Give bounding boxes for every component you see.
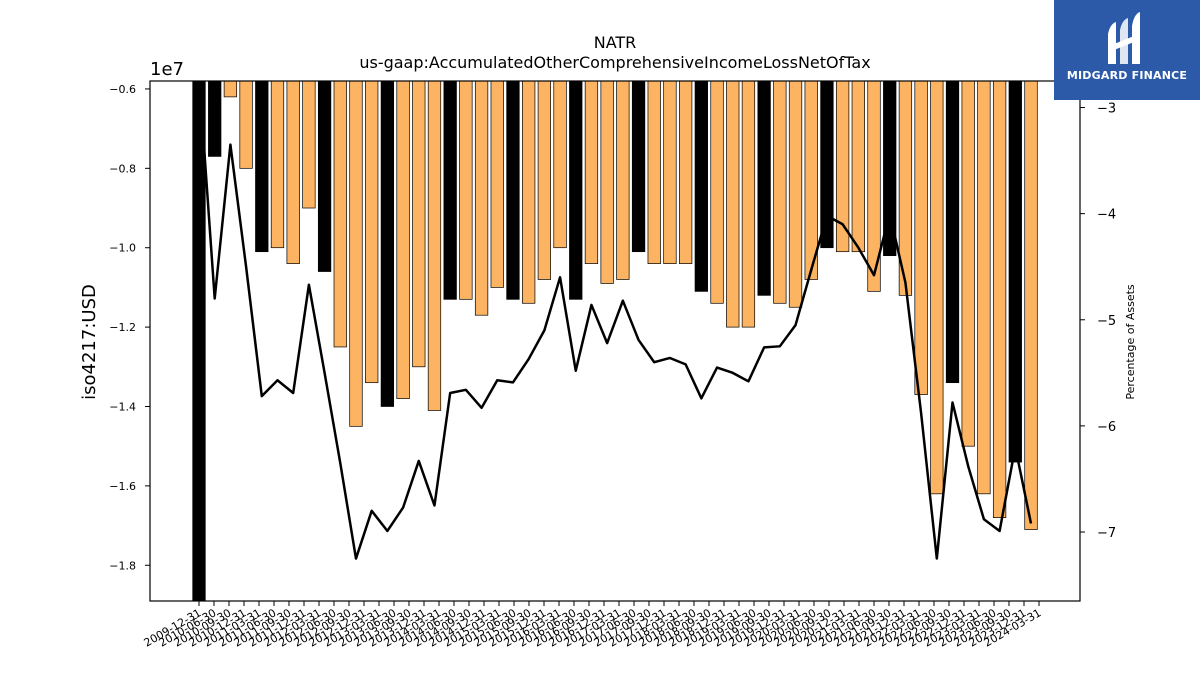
bar: [239, 80, 253, 169]
bar: [977, 80, 991, 495]
bar: [663, 80, 677, 264]
bar: [223, 80, 238, 98]
bar: [333, 80, 347, 348]
bar: [961, 80, 975, 447]
y-tick-label: −0.6: [109, 83, 136, 96]
bar: [286, 80, 300, 264]
bar: [1008, 80, 1022, 463]
bar: [569, 80, 583, 300]
logo-text: MIDGARD FINANCE: [1066, 69, 1188, 82]
bar: [255, 80, 269, 253]
bar: [945, 80, 960, 384]
bar: [506, 80, 520, 300]
plot-frame: [149, 80, 1081, 602]
bar: [317, 80, 332, 272]
bar: [412, 80, 426, 368]
bar: [522, 80, 536, 304]
chart-subtitle: us-gaap:AccumulatedOtherComprehensiveInc…: [359, 53, 870, 72]
bar: [992, 80, 1007, 518]
bar: [192, 80, 206, 602]
bars: [192, 80, 1038, 602]
bar: [380, 80, 395, 407]
bar: [631, 80, 646, 253]
y2-tick-label: −7: [1097, 526, 1116, 541]
logo-mark-icon: [1108, 12, 1140, 64]
bar: [1024, 80, 1038, 530]
bar: [537, 80, 551, 280]
bar: [474, 80, 489, 316]
bar: [773, 80, 787, 304]
bar: [459, 80, 473, 300]
bar: [616, 80, 630, 280]
bar: [270, 80, 285, 249]
y2-tick-label: −6: [1097, 420, 1116, 435]
y-tick-label: −1.2: [109, 321, 136, 334]
y2-axis-ticks: −3 −4 −5 −6 −7: [1080, 102, 1116, 541]
y-axis-ticks: −0.6 −0.8 −1.0 −1.2 −1.4 −1.6 −1.8: [109, 83, 150, 572]
bar: [788, 80, 803, 308]
bar: [584, 80, 599, 264]
bar: [443, 80, 457, 300]
midgard-finance-logo: MIDGARD FINANCE: [1054, 0, 1200, 100]
bar: [647, 80, 661, 264]
y2-tick-label: −3: [1097, 102, 1116, 117]
bar: [930, 80, 944, 495]
bar: [208, 80, 222, 157]
chart-title: NATR: [594, 33, 637, 52]
bar: [396, 80, 410, 399]
bar: [490, 80, 504, 288]
y-tick-label: −0.8: [109, 162, 136, 175]
bar: [914, 80, 928, 395]
bar: [757, 80, 771, 296]
bar: [804, 80, 818, 280]
bar: [694, 80, 708, 292]
bar: [679, 80, 693, 264]
bar: [726, 80, 740, 328]
bar: [710, 80, 724, 304]
x-axis-ticks: 2009-12-312010-06-302010-09-302010-12-31…: [142, 601, 1044, 650]
bar: [741, 80, 756, 328]
y2-tick-label: −4: [1097, 208, 1116, 223]
y2-axis-label: Percentage of Assets: [1124, 284, 1137, 400]
bar: [600, 80, 614, 284]
bar: [553, 80, 567, 249]
line-series: [198, 81, 1033, 560]
percentage-line-series: [198, 81, 1033, 560]
bar: [851, 80, 865, 253]
y-offset-label: 1e7: [150, 59, 184, 80]
y2-tick-label: −5: [1097, 314, 1116, 329]
y-axis-label: iso4217:USD: [79, 284, 100, 400]
y-tick-label: −1.0: [109, 242, 136, 255]
y-tick-label: −1.6: [109, 480, 136, 493]
bar: [820, 80, 834, 249]
bar: [302, 80, 316, 209]
y-tick-label: −1.8: [109, 559, 136, 572]
bar: [349, 80, 363, 427]
bar: [365, 80, 379, 384]
y-tick-label: −1.4: [109, 400, 136, 413]
bar: [427, 80, 442, 411]
